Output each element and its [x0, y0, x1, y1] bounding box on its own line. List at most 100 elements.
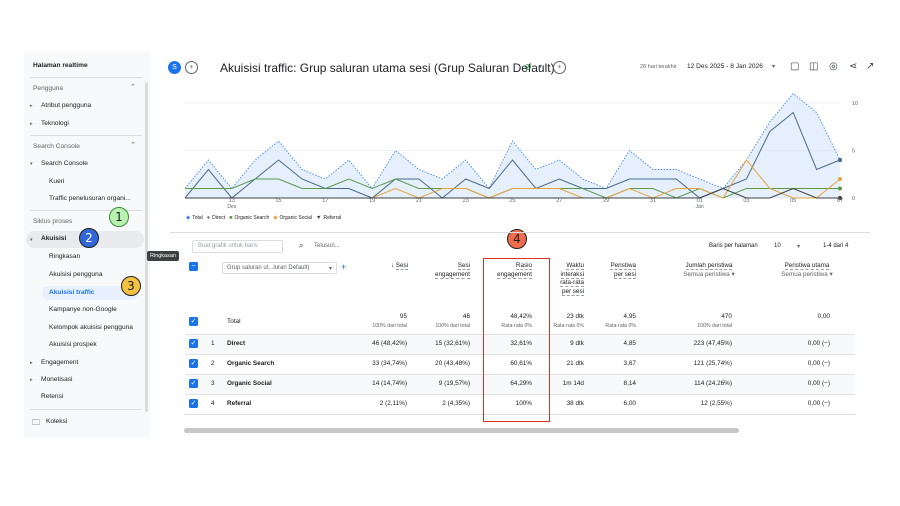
insights-icon[interactable]: ◎: [829, 61, 838, 72]
chevron-up-icon[interactable]: ⌃: [130, 142, 136, 149]
table-cell: 0,00 (−): [807, 400, 830, 407]
rows-per-page-select[interactable]: 10: [774, 243, 781, 249]
x-tick-label: 13: [229, 198, 235, 204]
select-all-checkbox[interactable]: −: [189, 262, 198, 271]
legend-marker-icon: ▼: [316, 215, 322, 221]
legend-item-direct[interactable]: ● Direct: [206, 215, 226, 221]
search-icon[interactable]: ⌕: [299, 241, 304, 250]
row-checkbox[interactable]: ✓: [189, 339, 198, 348]
column-header[interactable]: Peristiwa utama Semua peristiwa ▾: [767, 262, 847, 279]
expand-icon[interactable]: ↗: [866, 61, 875, 72]
sidebar-item-overview[interactable]: Ringkasan: [49, 253, 81, 260]
row-channel-name[interactable]: Organic Social: [227, 380, 272, 387]
column-header-label: Peristiwa utama: [784, 262, 830, 270]
horizontal-scrollbar[interactable]: [184, 428, 739, 433]
sidebar-item-user-attributes[interactable]: Atribut pengguna: [41, 102, 92, 109]
chart-legend: ◆ Total ● Direct ■ Organic Search ◆ Organic …: [186, 215, 341, 221]
row-checkbox[interactable]: ✓: [189, 359, 198, 368]
sidebar-divider: [30, 210, 142, 211]
sidebar-item-lead-acquisition[interactable]: Akuisisi prospek: [49, 341, 97, 348]
table-cell: 4,85: [623, 340, 636, 347]
table-row[interactable]: [185, 375, 855, 394]
table-cell: 1m 14d: [562, 380, 584, 387]
search-input[interactable]: Telusuri...: [314, 243, 340, 249]
chevron-down-icon[interactable]: ▾: [772, 64, 776, 70]
sidebar-item-traffic-acquisition[interactable]: Akuisisi traffic: [49, 289, 95, 296]
total-row-checkbox[interactable]: ✓: [189, 317, 198, 326]
column-header[interactable]: Jumlah peristiwa Semua peristiwa ▾: [669, 262, 749, 279]
caret-right-icon: ▸: [30, 377, 33, 383]
avatar[interactable]: S: [168, 61, 181, 74]
table-row[interactable]: [185, 335, 855, 354]
row-channel-name[interactable]: Direct: [227, 340, 246, 347]
x-tick-label: 31: [650, 198, 656, 204]
sidebar-item-user-acquisition-cohorts[interactable]: Kelompok akuisisi pengguna: [49, 324, 133, 331]
table-cell: 38 dtk: [566, 400, 584, 407]
column-header[interactable]: ↓ Sesi: [391, 262, 408, 271]
chevron-down-icon[interactable]: ▾: [797, 244, 801, 250]
row-checkbox[interactable]: ✓: [189, 399, 198, 408]
table-cell: 32,61%: [510, 340, 532, 347]
add-comparison-icon[interactable]: +: [185, 61, 198, 74]
column-header[interactable]: Waktu interaksi rata-rata per sesi: [560, 262, 584, 296]
sidebar-item-acquisition[interactable]: Akuisisi: [41, 235, 67, 242]
series-end-marker: [838, 177, 842, 181]
sidebar-item-organic-traffic[interactable]: Traffic penelusuran organi...: [49, 195, 131, 202]
sort-desc-icon[interactable]: ↓: [390, 262, 396, 269]
sidebar-scrollbar[interactable]: [145, 82, 148, 412]
x-tick-label: 23: [463, 198, 469, 204]
sidebar-item-engagement[interactable]: Engagement: [41, 359, 79, 366]
chevron-down-icon[interactable]: ▾: [539, 64, 543, 70]
add-icon[interactable]: +: [553, 61, 566, 74]
legend-item-organic-search[interactable]: ■ Organic Search: [229, 215, 270, 221]
total-subtext: Rata-rata 0%: [501, 323, 532, 329]
row-divider: [185, 414, 855, 415]
sidebar-item-queries[interactable]: Kueri: [49, 178, 65, 185]
sidebar-section-users[interactable]: Pengguna: [33, 85, 64, 92]
y-tick-label: 5: [852, 149, 855, 155]
plot-rows-input[interactable]: [192, 240, 283, 253]
row-channel-name[interactable]: Organic Search: [227, 360, 275, 367]
sidebar-item-library[interactable]: Koleksi: [46, 418, 68, 425]
sidebar-item-non-google-campaigns[interactable]: Kampanye non-Google: [49, 306, 117, 313]
column-header-label: Rasio: [515, 262, 532, 270]
check-circle-icon[interactable]: ⊘: [524, 62, 532, 72]
column-header-label: per sesi: [561, 287, 584, 296]
column-header[interactable]: Rasio engagement: [496, 262, 532, 279]
row-channel-name[interactable]: Referral: [227, 400, 252, 407]
sidebar-item-user-acquisition[interactable]: Akuisisi pengguna: [49, 271, 103, 278]
highlight-box: [483, 258, 550, 422]
column-header-label: Jumlah peristiwa: [685, 262, 733, 270]
annotation-marker-3: 3: [121, 276, 141, 296]
legend-item-organic-social[interactable]: ◆ Organic Social: [273, 215, 313, 221]
column-header[interactable]: Peristiwa per sesi: [610, 262, 636, 279]
compare-icon[interactable]: ◫: [809, 61, 819, 72]
series-end-marker: [838, 196, 842, 200]
chevron-up-icon[interactable]: ⌃: [130, 84, 136, 91]
report-icon[interactable]: ▢: [790, 61, 800, 72]
column-header[interactable]: Sesi engagement: [434, 262, 470, 279]
sidebar-item-retention[interactable]: Retensi: [41, 393, 64, 400]
x-tick-label: 17: [322, 198, 328, 204]
row-checkbox[interactable]: ✓: [189, 379, 198, 388]
date-range-picker[interactable]: 12 Des 2025 - 8 Jan 2026: [687, 63, 763, 70]
sidebar-section-lifecycle[interactable]: Siklus proses: [33, 218, 73, 225]
total-value: 48,42%: [510, 313, 532, 320]
legend-item-referral[interactable]: ▼ Referral: [316, 215, 342, 221]
sidebar-section-search-console[interactable]: Search Console: [33, 143, 80, 150]
legend-item-total[interactable]: ◆ Total: [186, 215, 203, 221]
sidebar-item-realtime[interactable]: Halaman realtime: [33, 62, 88, 69]
sidebar-item-technology[interactable]: Teknologi: [41, 120, 69, 127]
sidebar-item-monetization[interactable]: Monetisasi: [41, 376, 73, 383]
table-cell: 9 (19,57%): [438, 380, 470, 387]
caret-right-icon: ▸: [30, 360, 33, 366]
share-icon[interactable]: ⋖: [849, 61, 858, 72]
annotation-marker-4: 4: [507, 229, 527, 249]
sidebar-item-search-console[interactable]: Search Console: [41, 160, 88, 167]
dimension-select[interactable]: Grup saluran ut...luran Default) ▾: [222, 262, 337, 274]
table-cell: 0,00 (−): [807, 340, 830, 347]
total-subtext: 100% dari total: [372, 323, 407, 329]
add-dimension-icon[interactable]: +: [341, 262, 347, 272]
column-header-label: Waktu: [566, 262, 584, 270]
